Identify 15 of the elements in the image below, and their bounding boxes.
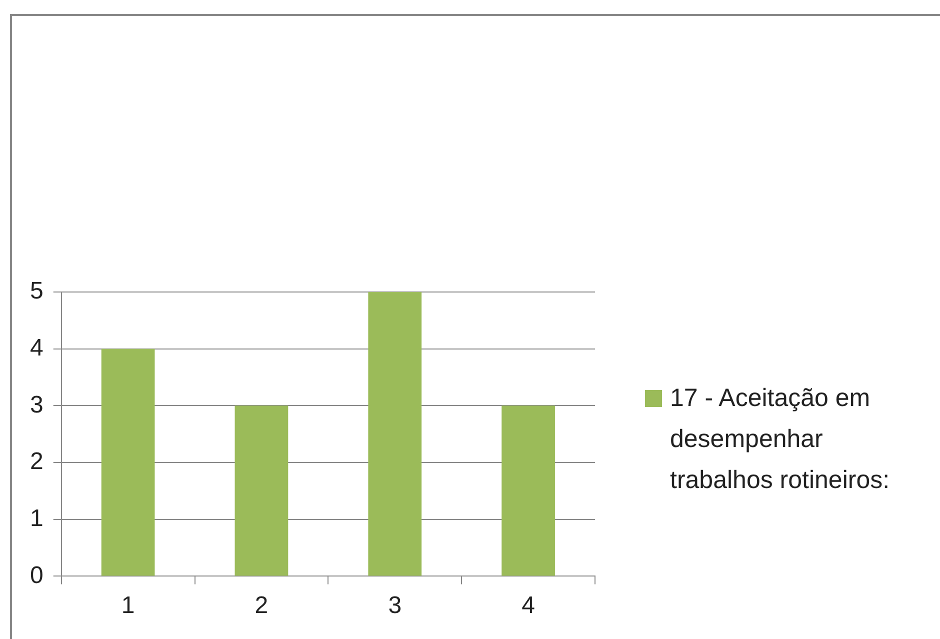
- bar: [368, 292, 422, 576]
- y-tick-label: 3: [30, 391, 44, 418]
- y-tick-label: 4: [30, 334, 44, 362]
- x-tick-label: 2: [254, 592, 268, 620]
- x-tick-label: 1: [121, 592, 135, 620]
- y-tick-label: 0: [30, 562, 44, 589]
- x-tick-label: 3: [388, 592, 402, 620]
- y-tick-label: 5: [30, 278, 44, 305]
- bar: [502, 406, 555, 576]
- x-tick-label: 4: [522, 592, 535, 620]
- y-tick-label: 2: [30, 448, 44, 476]
- legend-label: 17 - Aceitação em desempenhar trabalhos rotineiros:: [670, 383, 891, 496]
- bar: [234, 406, 288, 576]
- bar: [101, 348, 155, 576]
- y-tick-label: 1: [30, 504, 44, 532]
